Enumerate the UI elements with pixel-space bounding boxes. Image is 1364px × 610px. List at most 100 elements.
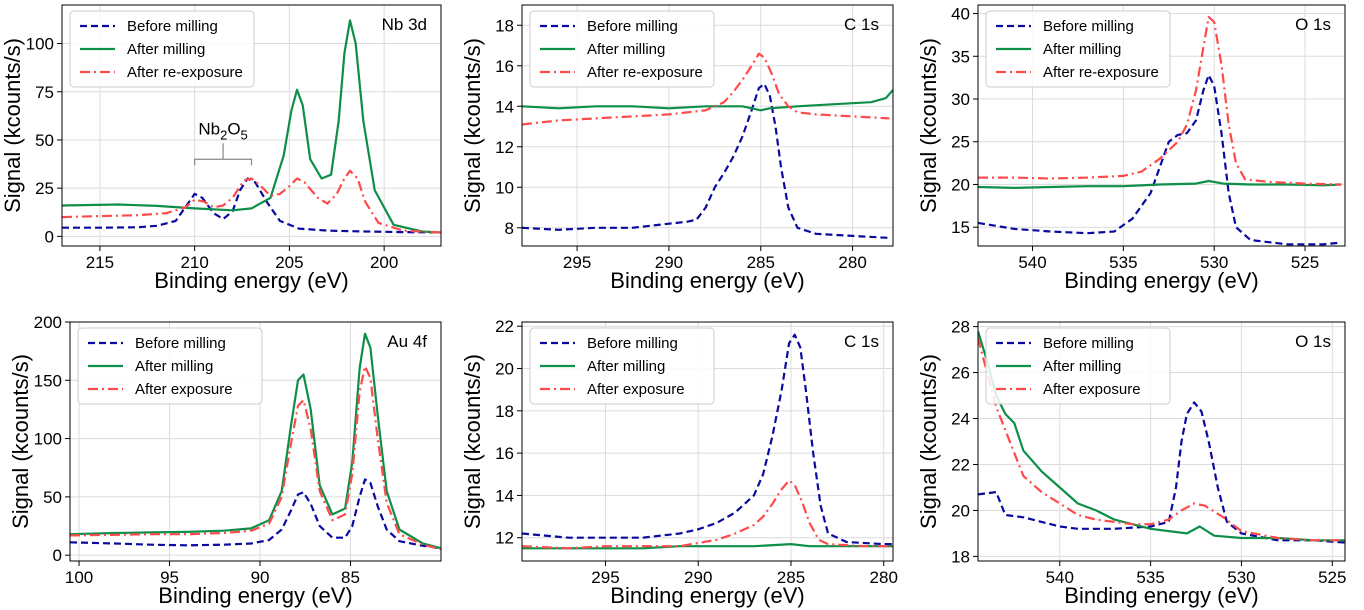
legend: Before milling After milling After re-expo… <box>985 10 1171 88</box>
panel-title: O 1s <box>1295 15 1331 34</box>
series-line-before-milling <box>978 401 1345 544</box>
x-tick-label: 290 <box>684 568 712 587</box>
x-tick-label: 280 <box>838 253 866 272</box>
annotation-label: Nb2O5 <box>198 119 247 142</box>
y-tick-label: 8 <box>505 219 514 238</box>
y-tick-label: 40 <box>951 5 970 24</box>
y-tick-label: 0 <box>53 546 62 565</box>
x-tick-label: 525 <box>1291 253 1319 272</box>
legend-entry: After re-exposure <box>1043 64 1159 81</box>
y-tick-label: 25 <box>35 179 54 198</box>
y-axis-label: Signal (kcounts/s) <box>460 38 485 213</box>
legend-entry: Before milling <box>1043 18 1134 35</box>
x-axis-label: Binding energy (eV) <box>610 583 804 608</box>
x-axis-label: Binding energy (eV) <box>610 268 804 293</box>
panel-title: C 1s <box>844 15 879 34</box>
x-axis-label: Binding energy (eV) <box>158 583 352 608</box>
y-tick-label: 100 <box>34 430 62 449</box>
panel-1: 215 210 205 200 0 25 50 75 100 Nb 3d Binding energ… <box>0 4 442 293</box>
legend-entry: Before milling <box>127 18 218 35</box>
y-tick-label: 18 <box>951 547 970 566</box>
legend-entry: After re-exposure <box>127 64 243 81</box>
annotation-part: Nb <box>198 119 220 138</box>
legend-box <box>985 327 1171 405</box>
legend-box <box>69 10 255 88</box>
x-tick-label: 200 <box>370 253 398 272</box>
legend-entry: After milling <box>587 358 665 375</box>
series-line-before-milling <box>522 333 893 546</box>
x-axis-label: Binding energy (eV) <box>154 268 348 293</box>
series-line-after-re-exposure <box>978 15 1342 186</box>
axes-frame <box>61 4 442 247</box>
panel-2: 295 290 285 280 8 10 12 14 16 18 C 1s Binding energ… <box>460 4 894 293</box>
y-tick-label: 16 <box>495 444 514 463</box>
y-tick-label: 50 <box>35 131 54 150</box>
series-group <box>62 19 441 234</box>
series-line-after-milling <box>978 179 1342 189</box>
x-tick-label: 525 <box>1318 568 1346 587</box>
bracket-line <box>194 143 253 166</box>
axes-frame <box>977 321 1346 562</box>
panel-title: O 1s <box>1295 332 1331 351</box>
axes-frame <box>521 321 894 562</box>
y-tick-label: 15 <box>951 218 970 237</box>
legend: Before milling After milling After exposur… <box>77 327 263 405</box>
y-tick-label: 100 <box>26 35 54 54</box>
legend-entry: After re-exposure <box>587 64 703 81</box>
y-axis-label: Signal (kcounts/s) <box>916 38 941 213</box>
series-line-after-exposure <box>978 337 1345 542</box>
y-tick-label: 20 <box>951 501 970 520</box>
series-line-after-exposure <box>522 479 893 550</box>
legend-entry: After milling <box>587 41 665 58</box>
y-tick-label: 12 <box>495 529 514 548</box>
axes-frame <box>977 4 1346 247</box>
x-tick-label: 95 <box>160 568 179 587</box>
x-tick-label: 295 <box>591 568 619 587</box>
panel-title: Au 4f <box>387 332 427 351</box>
panel-4: 100 95 90 85 0 50 100 150 200 Au 4f Binding energy… <box>8 313 442 608</box>
panel-title: C 1s <box>844 332 879 351</box>
legend-entry: After exposure <box>135 381 233 398</box>
y-tick-label: 35 <box>951 47 970 66</box>
legend-box <box>529 10 715 88</box>
series-group <box>522 52 893 239</box>
y-tick-label: 18 <box>495 16 514 35</box>
y-tick-label: 14 <box>495 97 514 116</box>
series-group <box>522 333 893 550</box>
y-tick-label: 26 <box>951 364 970 383</box>
x-tick-label: 210 <box>180 253 208 272</box>
annotation-part: O <box>227 119 240 138</box>
x-tick-label: 290 <box>655 253 683 272</box>
legend-box <box>77 327 263 405</box>
x-tick-label: 215 <box>86 253 114 272</box>
legend-entry: After exposure <box>1043 381 1141 398</box>
legend-entry: Before milling <box>1043 335 1134 352</box>
axes-frame <box>69 321 442 562</box>
y-tick-label: 28 <box>951 318 970 337</box>
x-tick-label: 295 <box>563 253 591 272</box>
y-tick-label: 16 <box>495 57 514 76</box>
y-tick-label: 50 <box>43 488 62 507</box>
x-axis-label: Binding energy (eV) <box>1064 268 1258 293</box>
annotation-part: 2 <box>220 127 227 142</box>
x-tick-label: 285 <box>777 568 805 587</box>
x-tick-label: 530 <box>1200 253 1228 272</box>
panel-5: 295 290 285 280 12 14 16 18 20 22 C 1s Binding ener… <box>460 317 898 608</box>
y-tick-label: 25 <box>951 133 970 152</box>
x-tick-label: 535 <box>1109 253 1137 272</box>
legend-entry: After exposure <box>587 381 685 398</box>
legend-entry: Before milling <box>587 335 678 352</box>
legend: Before milling After milling After re-expo… <box>69 10 255 88</box>
series-line-after-milling <box>522 89 893 112</box>
annotation-part: 5 <box>241 127 248 142</box>
y-tick-label: 22 <box>951 455 970 474</box>
series-group <box>70 332 441 551</box>
y-tick-label: 10 <box>495 178 514 197</box>
y-tick-label: 14 <box>495 486 514 505</box>
axes-frame <box>521 4 894 247</box>
y-tick-label: 20 <box>951 175 970 194</box>
legend: Before milling After milling After re-expo… <box>529 10 715 88</box>
y-axis-label: Signal (kcounts/s) <box>460 354 485 529</box>
legend: Before milling After milling After exposur… <box>985 327 1171 405</box>
y-axis-label: Signal (kcounts/s) <box>916 354 941 529</box>
